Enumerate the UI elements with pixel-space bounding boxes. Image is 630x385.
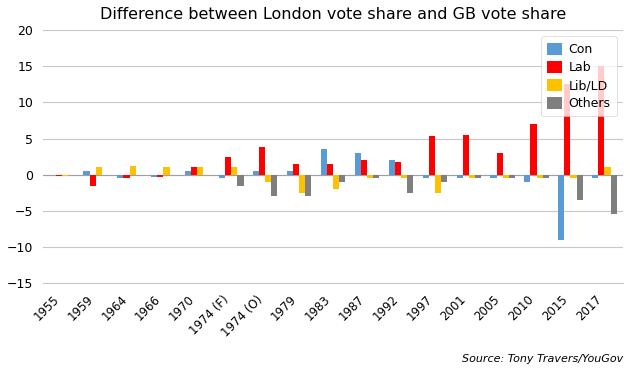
Bar — [558, 175, 564, 240]
Bar — [306, 175, 311, 196]
Bar — [265, 175, 272, 182]
Bar — [537, 175, 542, 178]
Bar — [407, 175, 413, 193]
Bar — [83, 171, 89, 175]
Bar — [598, 66, 604, 175]
Bar — [423, 175, 428, 178]
Bar — [185, 171, 192, 175]
Bar — [225, 157, 231, 175]
Bar — [571, 175, 576, 178]
Legend: Con, Lab, Lib/LD, Others: Con, Lab, Lib/LD, Others — [541, 36, 617, 116]
Bar — [524, 175, 530, 182]
Bar — [475, 175, 481, 178]
Bar — [299, 175, 306, 193]
Bar — [62, 175, 68, 176]
Bar — [259, 147, 265, 175]
Bar — [238, 175, 244, 186]
Bar — [503, 175, 509, 178]
Bar — [469, 175, 475, 178]
Bar — [389, 160, 395, 175]
Bar — [89, 175, 96, 186]
Bar — [496, 153, 503, 175]
Bar — [576, 175, 583, 200]
Bar — [401, 175, 407, 178]
Bar — [253, 171, 259, 175]
Text: Source: Tony Travers/YouGov: Source: Tony Travers/YouGov — [462, 354, 623, 364]
Bar — [367, 175, 373, 178]
Bar — [293, 164, 299, 175]
Bar — [457, 175, 462, 178]
Bar — [564, 84, 571, 175]
Bar — [373, 175, 379, 178]
Bar — [192, 167, 197, 175]
Bar — [604, 167, 610, 175]
Bar — [117, 175, 123, 178]
Bar — [361, 160, 367, 175]
Bar — [542, 175, 549, 178]
Bar — [158, 175, 163, 177]
Bar — [272, 175, 277, 196]
Bar — [123, 175, 130, 178]
Bar — [231, 167, 238, 175]
Bar — [355, 153, 361, 175]
Title: Difference between London vote share and GB vote share: Difference between London vote share and… — [100, 7, 566, 22]
Bar — [441, 175, 447, 182]
Bar — [55, 175, 62, 176]
Bar — [333, 175, 339, 189]
Bar — [428, 136, 435, 175]
Bar — [530, 124, 537, 175]
Bar — [592, 175, 598, 178]
Bar — [339, 175, 345, 182]
Bar — [321, 149, 327, 175]
Bar — [287, 171, 293, 175]
Bar — [462, 135, 469, 175]
Bar — [395, 162, 401, 175]
Bar — [163, 167, 169, 175]
Bar — [610, 175, 617, 214]
Bar — [327, 164, 333, 175]
Bar — [490, 175, 496, 178]
Bar — [509, 175, 515, 178]
Bar — [435, 175, 441, 193]
Bar — [197, 167, 203, 175]
Bar — [130, 166, 135, 175]
Bar — [219, 175, 225, 178]
Bar — [96, 167, 101, 175]
Bar — [151, 175, 158, 177]
